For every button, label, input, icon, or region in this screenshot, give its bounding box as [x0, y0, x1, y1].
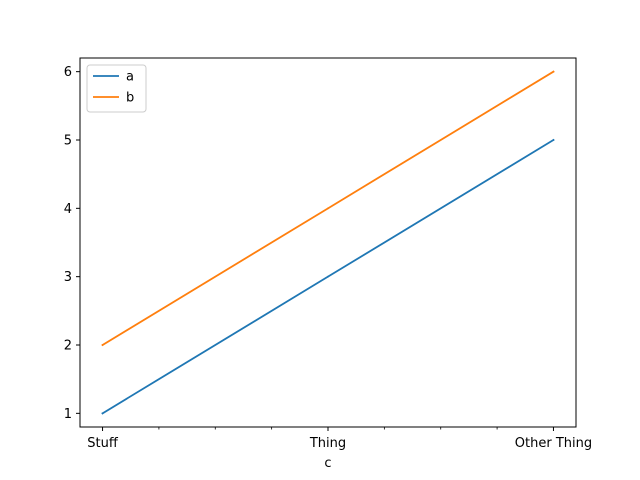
legend: ab: [86, 64, 147, 113]
series-a-point-2: [552, 139, 555, 141]
x-tick-label-2: Other Thing: [515, 436, 592, 451]
axes-frame: [79, 57, 577, 428]
legend-box: [86, 64, 147, 113]
y-tick-label-5: 5: [64, 134, 72, 149]
series-b-point-1: [327, 207, 329, 210]
y-tick-label-4: 4: [64, 202, 72, 217]
y-tick-label-2: 2: [64, 339, 72, 354]
legend-label-a: a: [126, 70, 134, 85]
x-tick-label-0: Stuff: [87, 436, 119, 451]
y-tick-label-6: 6: [64, 65, 72, 80]
series-a-point-1: [327, 275, 329, 278]
axes-background: [80, 58, 576, 427]
x-axis-label: c: [324, 456, 331, 471]
legend-label-b: b: [126, 91, 134, 106]
y-tick-label-3: 3: [64, 270, 72, 285]
y-tick-label-1: 1: [64, 407, 72, 422]
series-b-point-2: [552, 70, 555, 73]
x-tick-label-1: Thing: [309, 436, 346, 451]
series-a-point-0: [101, 412, 104, 415]
series-b-point-0: [101, 344, 104, 346]
plot-area: 1 2 3 4 5 6 Stuff Thing Other Thing c ab: [64, 57, 592, 471]
